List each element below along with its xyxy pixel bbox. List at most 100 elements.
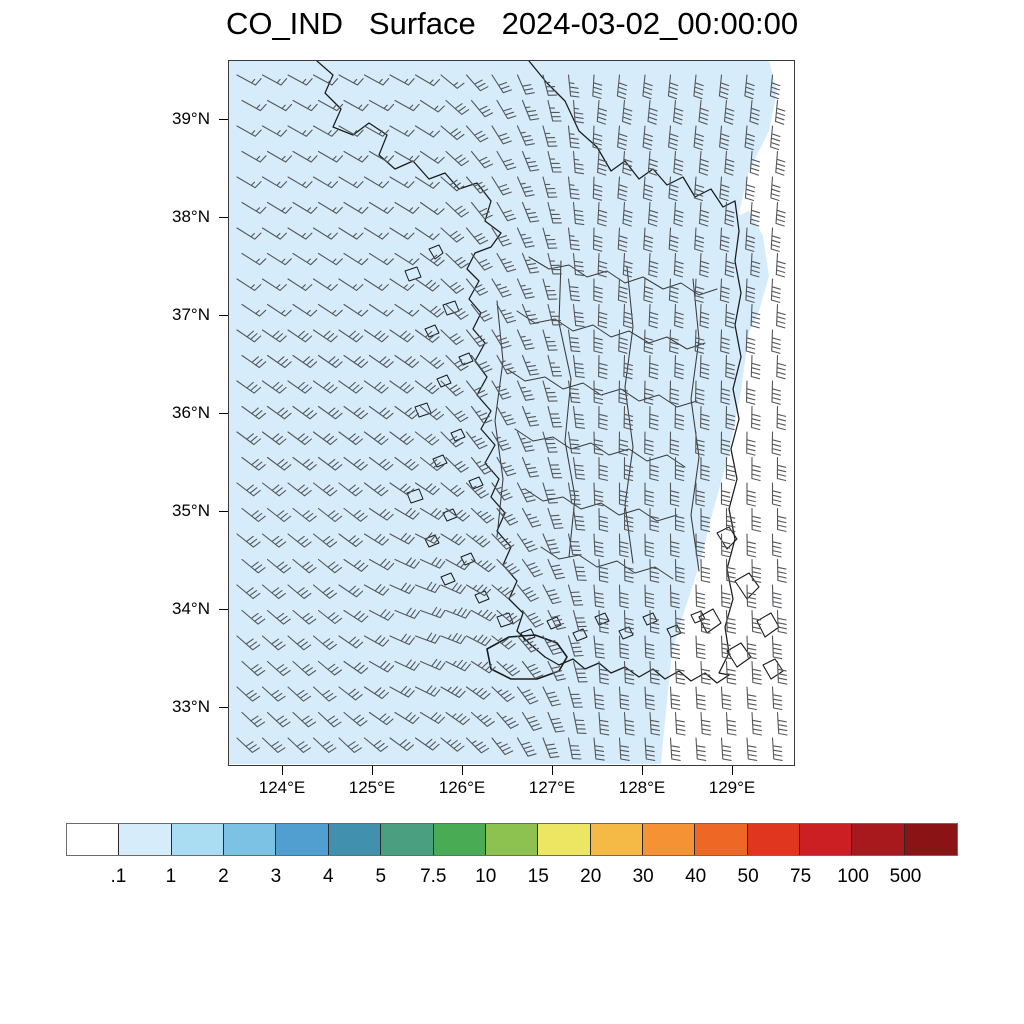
wind-barb [241, 660, 266, 677]
wind-barb [623, 558, 634, 583]
wind-barb [363, 431, 389, 446]
wind-barb [719, 125, 730, 151]
wind-barb [491, 329, 512, 349]
wind-barb [516, 482, 536, 503]
colorbar-swatch[interactable] [904, 824, 958, 855]
wind-barb [343, 711, 368, 727]
wind-barb [567, 380, 581, 404]
colorbar-swatch[interactable] [171, 824, 225, 855]
wind-barb [261, 278, 287, 291]
wind-barb [241, 558, 266, 574]
wind-barb [516, 278, 535, 299]
wind-barb [674, 711, 686, 736]
colorbar-swatch[interactable] [642, 824, 696, 855]
wind-barb [261, 686, 286, 702]
colorbar-swatch[interactable] [590, 824, 643, 855]
wind-barb [769, 74, 781, 100]
wind-barb [572, 558, 587, 581]
wind-barb [521, 558, 543, 578]
wind-barb [724, 150, 735, 176]
lat-tick-mark [219, 609, 228, 611]
colorbar-swatch[interactable] [224, 824, 277, 855]
wind-barb [521, 150, 540, 172]
wind-barb [419, 711, 445, 724]
wind-barb [491, 584, 516, 600]
lon-tick-label: 125°E [348, 778, 396, 797]
wind-barb [746, 584, 757, 609]
colorbar-tick-label: 20 [580, 866, 602, 887]
wind-barb [771, 380, 782, 405]
colorbar-swatch[interactable] [381, 824, 434, 855]
wind-barb [647, 99, 658, 125]
wind-barb [440, 582, 466, 595]
colorbar-swatch[interactable] [328, 824, 382, 855]
wind-barb [618, 635, 630, 660]
lat-tick-label: 37°N [172, 304, 210, 324]
wind-barb [751, 609, 762, 634]
wind-barb [720, 533, 731, 558]
wind-barb [445, 354, 469, 372]
wind-barb [567, 176, 580, 200]
wind-barb [496, 507, 519, 526]
wind-barb [445, 303, 469, 320]
colorbar-swatch[interactable] [67, 824, 120, 855]
wind-barb [674, 456, 685, 482]
colorbar-swatch[interactable] [485, 824, 539, 855]
wind-barb [414, 278, 440, 292]
wind-barb [465, 176, 489, 194]
wind-barb [363, 278, 389, 291]
colorbar-swatch[interactable] [276, 824, 329, 855]
wind-barb [623, 660, 635, 685]
colorbar-swatch[interactable] [695, 824, 748, 855]
wind-barb [724, 252, 735, 278]
wind-barb [496, 609, 521, 625]
wind-barb [593, 329, 603, 354]
wind-barb [745, 329, 756, 354]
wind-barb [470, 150, 493, 169]
wind-barb-layer [236, 74, 788, 761]
wind-barb [343, 456, 368, 471]
wind-barb [669, 737, 681, 761]
colorbar-swatch[interactable] [852, 824, 905, 855]
wind-barb [572, 201, 585, 226]
wind-barb [724, 201, 735, 227]
lat-tick-label: 39°N [172, 108, 210, 128]
wind-barb [771, 635, 783, 660]
wind-barb [776, 711, 788, 736]
wind-barb [572, 507, 586, 531]
wind-barb [491, 176, 512, 196]
colorbar-tick-label: 40 [685, 866, 707, 887]
colorbar-swatch[interactable] [800, 824, 853, 855]
colorbar-swatch[interactable] [119, 824, 172, 855]
wind-barb [363, 584, 390, 596]
wind-barb [623, 711, 635, 736]
wind-barb [623, 507, 634, 532]
colorbar[interactable] [66, 823, 958, 856]
wind-barb [343, 303, 369, 317]
wind-barb [292, 405, 318, 420]
wind-barb [292, 201, 318, 214]
wind-barb [751, 456, 761, 482]
wind-barb [465, 380, 488, 399]
colorbar-swatch[interactable] [433, 824, 486, 855]
wind-barb [312, 635, 337, 651]
wind-barb [241, 507, 266, 523]
wind-barb [465, 686, 491, 700]
colorbar-tick-label: 2 [218, 866, 229, 887]
wind-barb [593, 686, 605, 710]
wind-barb [597, 201, 608, 227]
colorbar-tick-label: 7.5 [420, 866, 447, 887]
wind-barb [694, 278, 705, 303]
wind-barb [394, 303, 420, 317]
wind-barb [241, 252, 267, 266]
wind-barb [338, 125, 364, 137]
wind-barb [695, 635, 706, 660]
map-plot-area[interactable] [228, 60, 795, 766]
wind-barb [236, 686, 261, 702]
wind-barb [292, 303, 318, 317]
wind-barb [287, 584, 312, 600]
colorbar-swatch[interactable] [747, 824, 801, 855]
colorbar-swatch[interactable] [538, 824, 591, 855]
wind-barb [343, 150, 369, 163]
wind-barb [770, 125, 781, 151]
